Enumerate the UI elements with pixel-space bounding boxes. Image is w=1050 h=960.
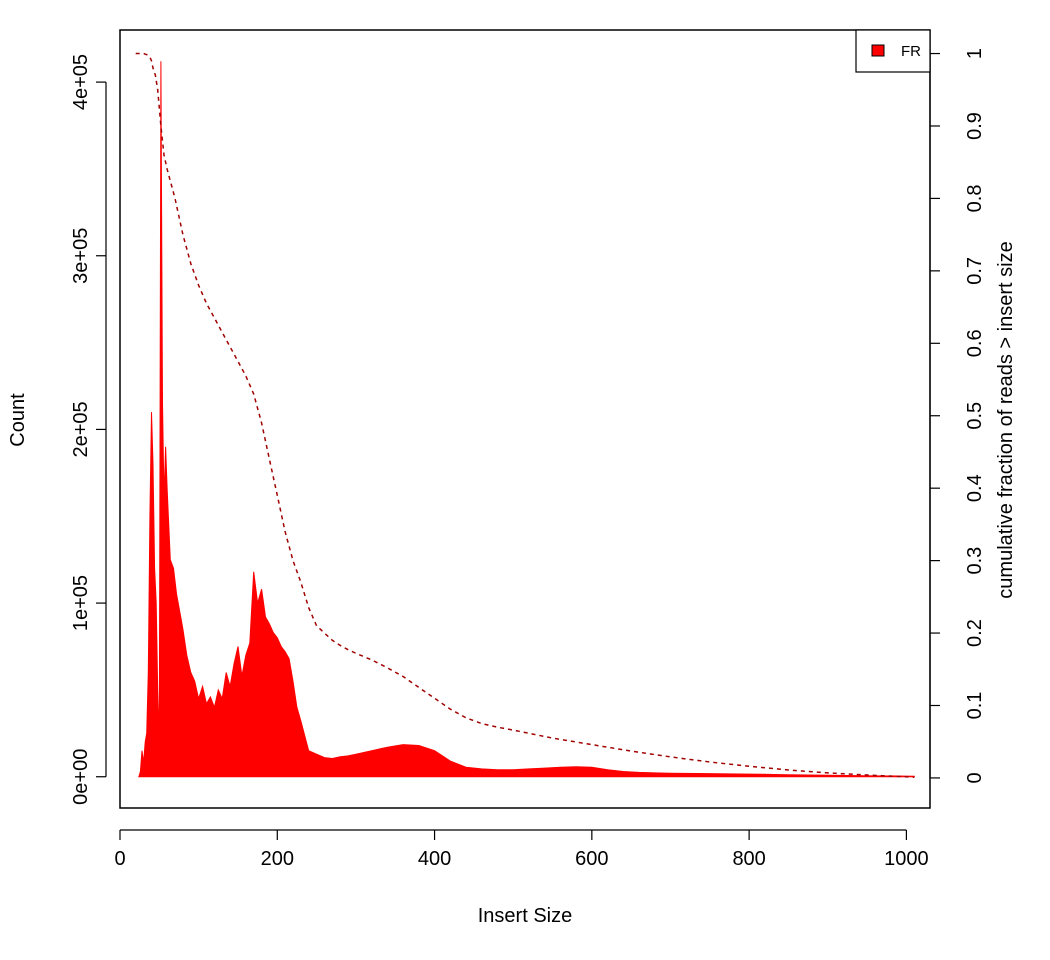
legend-label-fr: FR <box>901 43 921 60</box>
legend-box <box>855 29 931 73</box>
y-tick-label: 0e+00 <box>70 749 92 805</box>
y2-tick-label: 0.9 <box>964 112 986 140</box>
fr-histogram-area <box>137 61 915 778</box>
y2-axis-label: cumulative fraction of reads > insert si… <box>995 241 1017 598</box>
x-axis-label: Insert Size <box>478 905 572 927</box>
legend: FR <box>855 29 931 73</box>
y-tick-label: 1e+05 <box>70 575 92 631</box>
y2-tick-label: 0.6 <box>964 329 986 357</box>
x-tick-label: 800 <box>732 848 765 870</box>
y2-tick-label: 0.4 <box>964 474 986 502</box>
x-tick-label: 1000 <box>884 848 929 870</box>
x-tick-label: 400 <box>418 848 451 870</box>
x-tick-label: 600 <box>575 848 608 870</box>
y2-tick-label: 0 <box>964 772 986 783</box>
y2-tick-label: 0.8 <box>964 185 986 213</box>
y-axis-right: 0 0.1 0.2 0.3 0.4 0.5 0.6 0.7 0.8 0.9 1 <box>929 48 986 784</box>
cumulative-fraction-line <box>135 52 915 778</box>
cumulative-fraction-series <box>135 52 915 778</box>
y-axis-label: Count <box>7 393 29 447</box>
y2-tick-label: 0.3 <box>964 547 986 575</box>
y-tick-label: 4e+05 <box>70 54 92 110</box>
x-tick-label: 0 <box>114 848 125 870</box>
y-tick-label: 3e+05 <box>70 228 92 284</box>
legend-swatch-fr <box>871 44 885 57</box>
fr-histogram-series <box>137 61 915 778</box>
y2-tick-label: 0.1 <box>964 692 986 720</box>
y-tick-label: 2e+05 <box>70 401 92 457</box>
x-axis: 0 200 400 600 800 1000 <box>114 829 929 870</box>
y2-tick-label: 0.7 <box>964 257 986 285</box>
y2-tick-label: 0.5 <box>964 402 986 430</box>
y-axis-left: 0e+00 1e+05 2e+05 3e+05 4e+05 <box>70 54 107 805</box>
y2-tick-label: 0.2 <box>964 619 986 647</box>
x-tick-label: 200 <box>261 848 294 870</box>
y2-tick-label: 1 <box>964 48 986 59</box>
